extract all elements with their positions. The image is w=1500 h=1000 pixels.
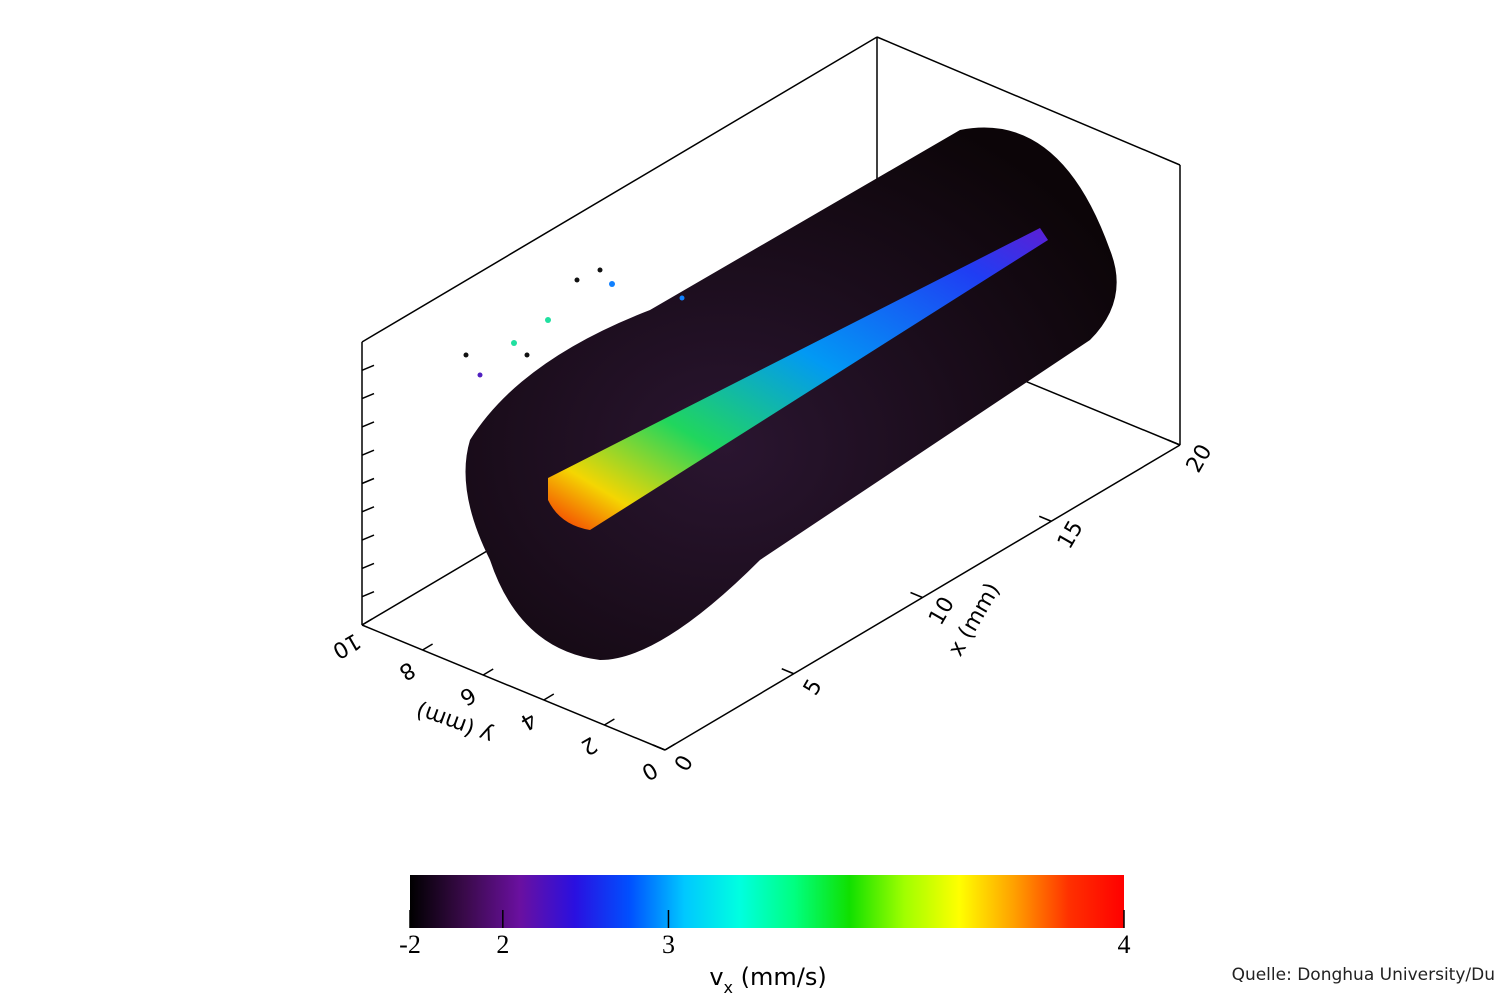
particle bbox=[609, 281, 615, 287]
box-edge bbox=[361, 36, 878, 343]
z-tick bbox=[361, 506, 375, 513]
y-tick-label: 8 bbox=[395, 656, 420, 685]
particle bbox=[524, 352, 530, 358]
y-tick bbox=[604, 718, 615, 726]
x-tick-label: 0 bbox=[670, 751, 699, 776]
colorbar-label-text: v bbox=[709, 963, 723, 991]
x-tick bbox=[1167, 439, 1181, 446]
x-tick bbox=[781, 668, 795, 675]
colorbar-tick-label: 4 bbox=[1118, 930, 1131, 959]
colorbar bbox=[410, 875, 1124, 928]
particle bbox=[679, 295, 685, 301]
colorbar-label: vx (mm/s) bbox=[709, 963, 826, 997]
y-tick-label: 0 bbox=[637, 756, 662, 785]
colorbar-tick-label: -2 bbox=[399, 930, 421, 959]
z-tick bbox=[361, 449, 375, 456]
y-axis-label: y (mm) bbox=[413, 697, 497, 748]
y-axis bbox=[361, 624, 666, 751]
z-tick bbox=[361, 477, 375, 485]
colorbar-tick-label: 3 bbox=[662, 930, 675, 959]
particle bbox=[574, 277, 580, 283]
x-tick-label: 5 bbox=[799, 675, 828, 700]
y-tick bbox=[543, 693, 555, 701]
y-tick bbox=[422, 643, 433, 651]
channel bbox=[548, 228, 1048, 530]
z-tick bbox=[361, 591, 375, 598]
x-tick bbox=[1038, 515, 1052, 522]
particle bbox=[545, 317, 551, 323]
y-tick bbox=[664, 743, 676, 751]
particle bbox=[511, 340, 517, 346]
particle bbox=[597, 267, 603, 273]
y-tick-label: 4 bbox=[516, 706, 541, 735]
z-tick bbox=[361, 534, 375, 541]
z-tick bbox=[361, 421, 375, 428]
colorbar-tick-label: 2 bbox=[496, 930, 509, 959]
x-tick bbox=[910, 591, 923, 599]
y-tick-label: 10 bbox=[328, 628, 365, 664]
colorbar-label-sub: x bbox=[724, 978, 733, 997]
y-tick-label: 2 bbox=[576, 731, 601, 760]
x-axis-label: x (mm) bbox=[944, 579, 1006, 661]
particle-cylinder bbox=[463, 127, 1117, 660]
y-tick bbox=[361, 618, 373, 626]
x-tick-label: 20 bbox=[1182, 440, 1218, 477]
colorbar-label-unit: (mm/s) bbox=[733, 963, 827, 991]
box-edge bbox=[876, 36, 1181, 166]
y-tick-label: 6 bbox=[455, 681, 480, 710]
x-tick bbox=[652, 744, 666, 751]
y-tick bbox=[482, 668, 494, 676]
x-tick-label: 10 bbox=[924, 593, 960, 630]
particle bbox=[477, 372, 483, 378]
z-tick bbox=[361, 562, 375, 570]
z-tick bbox=[361, 392, 375, 400]
z-tick bbox=[361, 364, 375, 371]
source: Quelle: Donghua University/Du bbox=[1232, 965, 1495, 985]
x-tick-label: 15 bbox=[1053, 517, 1089, 554]
particle bbox=[463, 352, 469, 358]
